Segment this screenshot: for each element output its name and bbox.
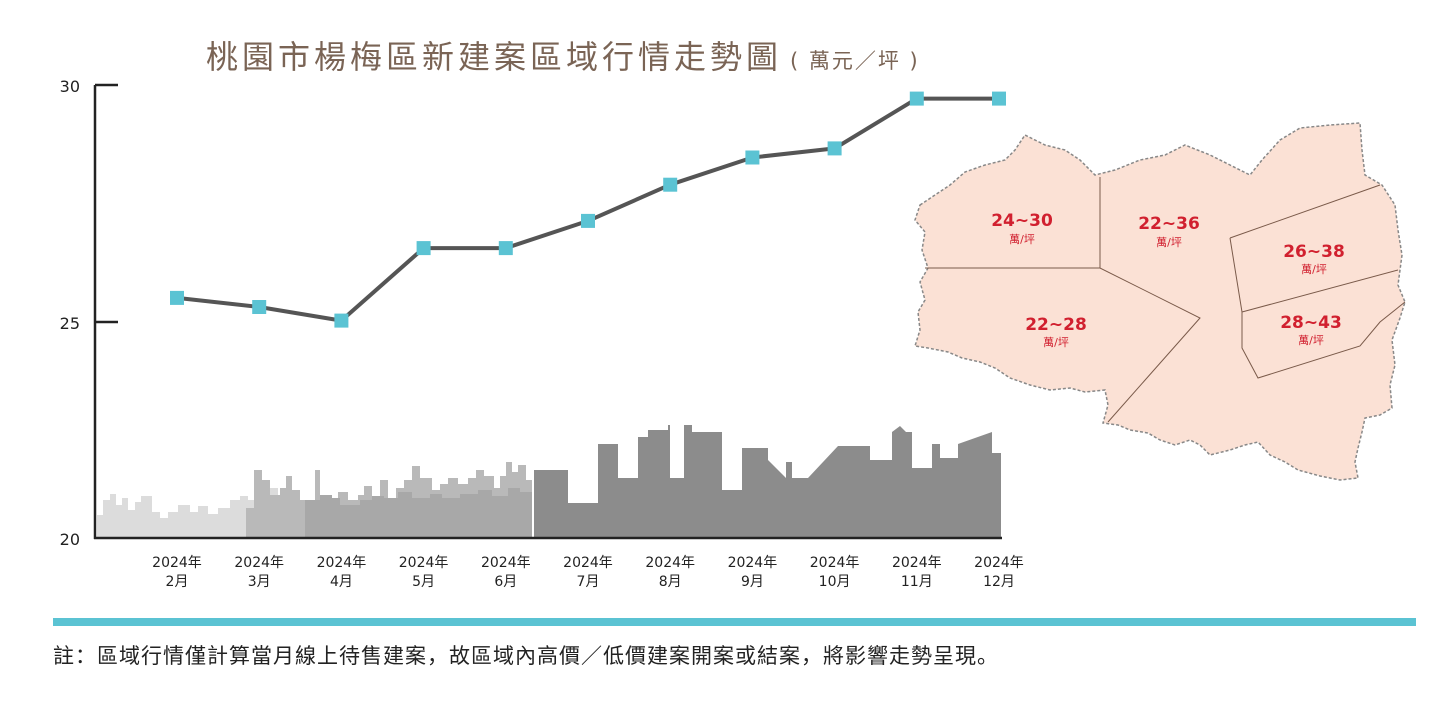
- series-markers: [170, 91, 1006, 328]
- district-map: 24~30 萬/坪 22~36 萬/坪 26~38 萬/坪 22~28 萬/坪 …: [914, 122, 1406, 481]
- x-tick-label-month: 7月: [577, 574, 600, 590]
- section-divider: [53, 618, 1416, 626]
- x-tick-label-year: 2024年: [152, 555, 202, 571]
- region-range-label: 22~28: [1025, 315, 1087, 335]
- border-line: [925, 267, 1201, 423]
- footnote: 註：區域行情僅計算當月線上待售建案，故區域內高價／低價建案開案或結案，將影響走勢…: [53, 644, 999, 668]
- district-map-outline: [914, 122, 1406, 481]
- x-tick-label-month: 8月: [659, 574, 682, 590]
- x-tick-label-year: 2024年: [399, 555, 449, 571]
- data-point-marker: [170, 290, 184, 305]
- x-tick-label-month: 6月: [494, 574, 517, 590]
- data-point-marker: [252, 300, 267, 314]
- y-tick-label-30: 30: [60, 77, 80, 96]
- border-line: [1229, 184, 1381, 239]
- data-point-marker: [416, 241, 431, 256]
- x-tick-label-year: 2024年: [810, 555, 860, 571]
- x-tick-label-month: 4月: [330, 574, 353, 590]
- region-range-label: 26~38: [1283, 242, 1345, 262]
- chart-title: 桃園市楊梅區新建案區域行情走勢圖: [206, 38, 783, 76]
- skyline-mid: [305, 488, 532, 538]
- region-unit-label: 萬/坪: [1156, 236, 1182, 249]
- chart-title-group: 桃園市楊梅區新建案區域行情走勢圖 ( 萬元／坪 ): [206, 32, 920, 76]
- region-range-label: 24~30: [991, 211, 1053, 231]
- x-tick-label-month: 9月: [741, 574, 764, 590]
- chart-unit: ( 萬元／坪 ): [790, 49, 920, 73]
- x-axis-labels: 2024年 2月 2024年 3月 2024年 4月 2024年 5月 2024年 6月 2024年…: [152, 555, 1024, 590]
- x-tick-label-month: 12月: [983, 574, 1015, 590]
- region-unit-label: 萬/坪: [1298, 334, 1324, 347]
- x-tick-label-year: 2024年: [481, 555, 531, 571]
- region-range-label: 28~43: [1280, 313, 1342, 333]
- skyline-dark: [534, 425, 1001, 538]
- data-point-marker: [498, 241, 513, 256]
- x-tick-label-year: 2024年: [974, 555, 1024, 571]
- data-point-marker: [827, 141, 842, 156]
- x-tick-label-month: 2月: [166, 574, 189, 590]
- x-tick-label-year: 2024年: [728, 555, 778, 571]
- district-borders: [925, 177, 1406, 423]
- chart-axes: 30 25 20: [60, 77, 1002, 549]
- x-tick-label-month: 3月: [248, 574, 271, 590]
- data-point-marker: [992, 91, 1006, 106]
- data-point-marker: [581, 213, 595, 228]
- border-line: [1241, 301, 1406, 379]
- data-point-marker: [334, 313, 349, 328]
- series-line: [176, 96, 999, 323]
- x-tick-label-year: 2024年: [645, 555, 695, 571]
- x-tick-label-year: 2024年: [892, 555, 942, 571]
- data-point-marker: [663, 177, 678, 192]
- skyline-decoration: [97, 425, 1001, 538]
- data-point-marker: [745, 150, 760, 165]
- x-tick-label-year: 2024年: [234, 555, 284, 571]
- x-tick-label-month: 11月: [901, 574, 933, 590]
- data-point-marker: [909, 91, 924, 106]
- x-tick-label-year: 2024年: [563, 555, 613, 571]
- x-tick-label-month: 5月: [412, 574, 435, 590]
- x-tick-label-year: 2024年: [317, 555, 367, 571]
- y-tick-label-25: 25: [60, 314, 80, 333]
- region-unit-label: 萬/坪: [1009, 233, 1035, 246]
- region-unit-label: 萬/坪: [1301, 263, 1327, 276]
- region-labels: 24~30 萬/坪 22~36 萬/坪 26~38 萬/坪 22~28 萬/坪 …: [991, 211, 1345, 349]
- y-tick-label-20: 20: [60, 530, 80, 549]
- region-range-label: 22~36: [1138, 214, 1200, 234]
- x-tick-label-month: 10月: [819, 574, 851, 590]
- region-unit-label: 萬/坪: [1043, 336, 1069, 349]
